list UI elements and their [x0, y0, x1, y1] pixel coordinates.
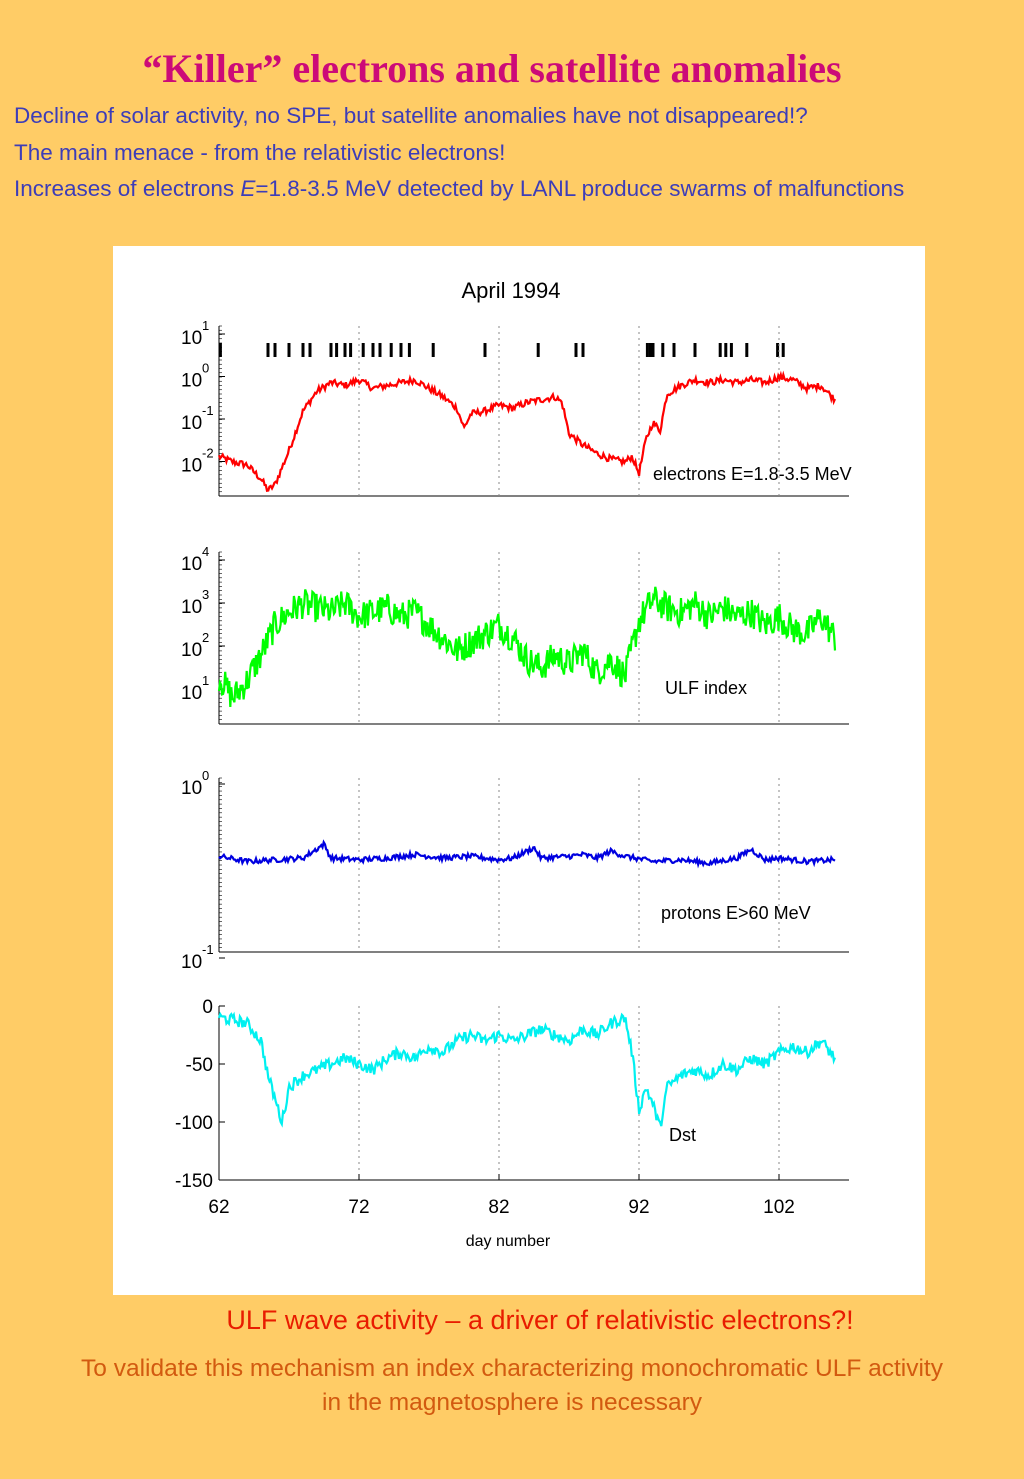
series-label: Dst	[669, 1125, 696, 1145]
conclusion-note-b: in the magnetosphere is necessary	[322, 1389, 702, 1416]
chart-title: April 1994	[461, 278, 560, 303]
y-tick-label-base: 10	[181, 952, 202, 973]
subtitle-line-3-b: =1.8-3.5 MeV detected by LANL produce sw…	[255, 176, 905, 201]
y-tick-label-exp: 2	[202, 630, 209, 645]
subtitle-line-1: Decline of solar activity, no SPE, but s…	[14, 103, 808, 128]
chart-figure: April 1994 10 1 10 0 10 -1 10 -2 electrons E=1.8-…	[113, 246, 925, 1295]
y-tick-label-base: 10	[181, 597, 202, 618]
y-tick-label-base: 10	[181, 456, 202, 477]
series-line-2	[218, 839, 836, 869]
subtitle-line-2: The main menace - from the relativistic …	[14, 140, 506, 165]
series-label: protons E>60 MeV	[661, 903, 811, 923]
page-title: “Killer” electrons and satellite anomali…	[142, 46, 842, 91]
y-tick-label-base: 10	[181, 328, 202, 349]
y-tick-label-exp: 1	[202, 673, 209, 688]
y-tick-label-exp: 1	[202, 318, 209, 333]
y-tick-label-exp: -1	[202, 942, 214, 957]
x-tick-label: 72	[348, 1197, 369, 1218]
y-tick-label-exp: 4	[202, 544, 209, 559]
subtitle-line-3-a: Increases of electrons	[14, 176, 241, 201]
y-tick-label: -50	[186, 1055, 213, 1076]
x-tick-label: 102	[763, 1197, 795, 1218]
y-tick-label: 0	[202, 997, 213, 1018]
series-line-0	[217, 370, 837, 492]
y-tick-label: -100	[175, 1113, 213, 1134]
y-tick-label-exp: -2	[202, 446, 214, 461]
subtitle-line-3: Increases of electrons E=1.8-3.5 MeV det…	[14, 175, 904, 203]
y-tick-label-exp: -1	[202, 403, 214, 418]
series-label: ULF index	[665, 678, 747, 698]
series-line-3	[217, 1011, 837, 1128]
y-tick-label-base: 10	[181, 371, 202, 392]
y-tick-label-exp: 0	[202, 361, 209, 376]
series-line-1	[217, 586, 837, 707]
series-label: electrons E=1.8-3.5 MeV	[653, 464, 852, 484]
subtitle-line-3-italic: E	[240, 176, 256, 201]
x-tick-label: 82	[488, 1197, 509, 1218]
x-tick-label: 62	[208, 1197, 229, 1218]
y-tick-label-base: 10	[181, 683, 202, 704]
y-tick-label-base: 10	[181, 640, 202, 661]
y-tick-label-base: 10	[181, 554, 202, 575]
y-tick-label-base: 10	[181, 413, 202, 434]
y-tick-label-base: 10	[181, 778, 202, 799]
y-tick-label-exp: 3	[202, 587, 209, 602]
x-tick-label: 92	[628, 1197, 649, 1218]
y-tick-label: -150	[175, 1171, 213, 1192]
x-axis-label: day number	[466, 1233, 551, 1250]
conclusion-note: To validate this mechanism an index char…	[0, 1352, 1024, 1420]
conclusion-line: ULF wave activity – a driver of relativi…	[226, 1305, 854, 1335]
y-tick-label-exp: 0	[202, 768, 209, 783]
conclusion-note-a: To validate this mechanism an index char…	[81, 1355, 943, 1382]
